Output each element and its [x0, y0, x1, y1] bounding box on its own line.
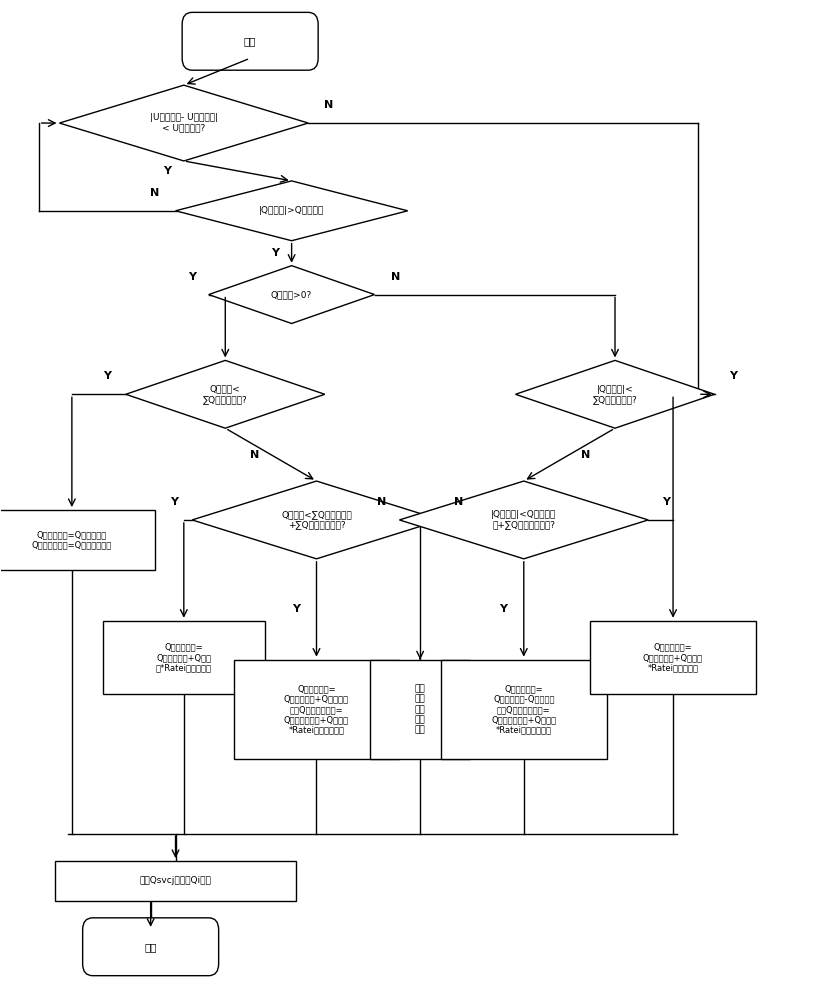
Bar [441, 660, 607, 759]
Bar [370, 660, 470, 759]
Polygon shape [176, 181, 408, 241]
FancyBboxPatch shape [82, 918, 219, 976]
Text: |Q总差额|<
∑Q逆变器下调?: |Q总差额|< ∑Q逆变器下调? [592, 385, 637, 404]
Text: Y: Y [163, 166, 171, 176]
Text: 开始: 开始 [244, 36, 256, 46]
Text: N: N [377, 497, 386, 507]
Polygon shape [126, 360, 324, 428]
Text: Y: Y [292, 604, 300, 614]
Text: N: N [454, 497, 463, 507]
Text: N: N [150, 188, 160, 198]
Text: Q逆变器目标=
Q逆变器实时+Q总差
额*Ratei逆变器上调: Q逆变器目标= Q逆变器实时+Q总差 额*Ratei逆变器上调 [156, 643, 212, 672]
Bar [590, 621, 756, 694]
Polygon shape [192, 481, 441, 559]
Text: Q逆变器目标=Q逆变器实时
Q无功补偿目标=Q无功补偿实时: Q逆变器目标=Q逆变器实时 Q无功补偿目标=Q无功补偿实时 [32, 530, 112, 550]
Text: Q总差额>0?: Q总差额>0? [271, 290, 312, 299]
Text: N: N [582, 450, 591, 460]
Text: Y: Y [662, 497, 671, 507]
Text: Q总差额<
∑Q逆变器上调?: Q总差额< ∑Q逆变器上调? [203, 385, 248, 404]
Bar [0, 510, 155, 570]
Text: Q总差额<∑Q逆变器上调
+∑Q无功补偿上调?: Q总差额<∑Q逆变器上调 +∑Q无功补偿上调? [281, 510, 352, 530]
Text: Q逆变器目标=
Q逆变器实时+Q总差额
*Ratei逆变器下调: Q逆变器目标= Q逆变器实时+Q总差额 *Ratei逆变器下调 [643, 643, 703, 672]
Text: Y: Y [170, 497, 178, 507]
Bar [234, 660, 399, 759]
Text: Q逆变器目标=
Q逆变器实时+Q逆变器上
调，Q无功补偿目标=
Q无功补偿实时+Q总差额
*Ratei无功补偿上调: Q逆变器目标= Q逆变器实时+Q逆变器上 调，Q无功补偿目标= Q无功补偿实时+… [284, 684, 349, 735]
Text: Y: Y [729, 371, 737, 381]
Polygon shape [399, 481, 648, 559]
Text: |U母线目标- U母线实时|
< U误差阈值?: |U母线目标- U母线实时| < U误差阈值? [150, 113, 218, 133]
Polygon shape [59, 85, 308, 161]
Bar [55, 861, 295, 901]
Text: Y: Y [188, 272, 196, 282]
Text: |Q总差额|>Q调节阈值: |Q总差额|>Q调节阈值 [259, 206, 324, 215]
Polygon shape [209, 266, 374, 323]
Text: 调节
变压
器分
接头
位置: 调节 变压 器分 接头 位置 [415, 684, 425, 735]
Text: |Q总差额|<Q逆变器下
调+∑Q无功补偿下调?: |Q总差额|<Q逆变器下 调+∑Q无功补偿下调? [491, 510, 557, 530]
Bar [103, 621, 265, 694]
Text: Y: Y [271, 248, 279, 258]
Text: 下发Qsvcj目标和Qi目标: 下发Qsvcj目标和Qi目标 [140, 876, 211, 885]
Text: N: N [391, 272, 400, 282]
Polygon shape [516, 360, 715, 428]
FancyBboxPatch shape [182, 12, 318, 70]
Text: Y: Y [499, 604, 507, 614]
Text: N: N [324, 100, 334, 110]
Text: Y: Y [103, 371, 111, 381]
Text: Q逆变器目标=
Q逆变器实时-Q逆变器下
调，Q无功补偿目标=
Q无功补偿实时+Q总差额
*Ratei无功补偿上调: Q逆变器目标= Q逆变器实时-Q逆变器下 调，Q无功补偿目标= Q无功补偿实时+… [491, 684, 557, 735]
Text: N: N [250, 450, 259, 460]
Text: 结束: 结束 [145, 942, 157, 952]
